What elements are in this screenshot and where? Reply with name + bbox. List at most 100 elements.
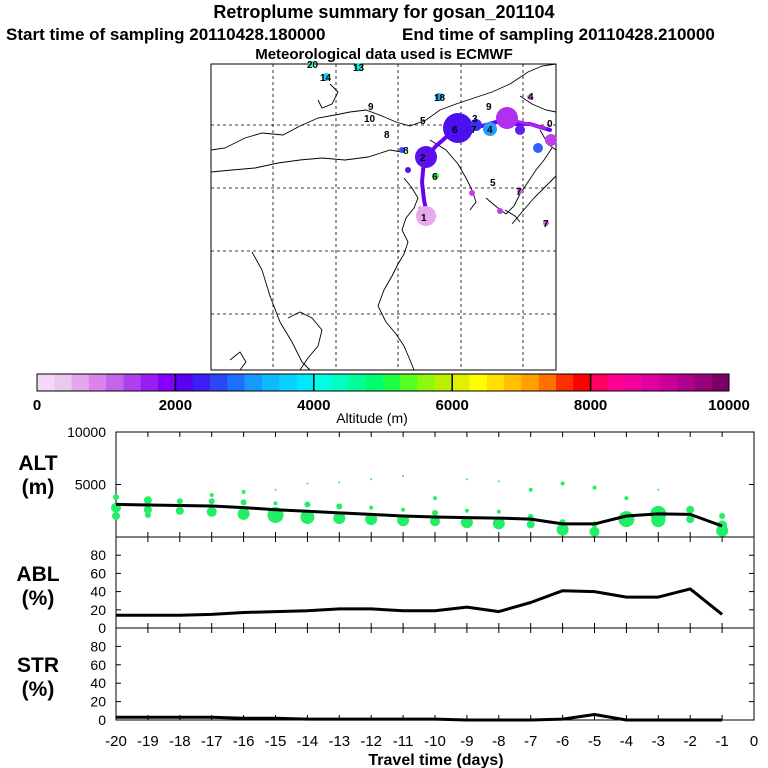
panel-ylabel-unit: (m) <box>22 476 55 499</box>
map-label: 8 <box>403 146 409 157</box>
altitude-point <box>496 509 501 514</box>
map-label: 14 <box>320 73 332 84</box>
colorbar-tick-label: 2000 <box>159 397 192 414</box>
map-label: 5 <box>420 116 426 127</box>
colorbar-tick-label: 10000 <box>708 397 750 414</box>
x-tick-label: -16 <box>233 733 255 750</box>
colorbar-swatch <box>365 374 384 391</box>
altitude-point <box>175 506 184 515</box>
map-label: 0 <box>547 119 553 130</box>
altitude-point <box>240 499 247 506</box>
map-label: 7 <box>543 219 549 230</box>
x-tick-label: -1 <box>715 733 728 750</box>
altitude-point <box>526 520 535 529</box>
trajectory-map: 20 14 13 18 9 10 8 5 2 6 3 7 4 9 4 0 1 5… <box>210 60 557 371</box>
colorbar-tick-label: 0 <box>33 397 41 414</box>
x-tick-label: -17 <box>201 733 223 750</box>
panel-ylabel: ABL <box>16 563 59 586</box>
colorbar-swatch <box>88 374 107 391</box>
altitude-point <box>333 512 346 525</box>
altitude-point <box>686 515 695 524</box>
altitude-point <box>464 508 469 513</box>
cluster-marker <box>435 93 443 101</box>
cluster-marker <box>433 173 439 179</box>
colorbar-ticks: 0 2000 4000 6000 8000 10000 <box>33 374 750 414</box>
x-tick-label: -18 <box>169 733 191 750</box>
x-tick-label: -14 <box>297 733 319 750</box>
map-graticule <box>211 64 556 370</box>
colorbar-swatch <box>538 374 557 391</box>
altitude-point <box>719 513 726 519</box>
altitude-point <box>465 478 468 481</box>
y-tick-label: 80 <box>90 638 106 654</box>
series-line-str <box>116 713 723 722</box>
cluster-marker <box>545 134 557 146</box>
cluster-marker <box>322 73 330 81</box>
altitude-point <box>432 509 438 516</box>
altitude-colorbar: 0 2000 4000 6000 8000 10000 Altitude (m) <box>33 373 750 426</box>
x-tick-label: -8 <box>492 733 505 750</box>
x-tick-label: -2 <box>684 733 697 750</box>
colorbar-swatch <box>244 374 263 391</box>
map-label: 3 <box>472 114 478 125</box>
map-label: 4 <box>487 125 493 136</box>
altitude-point <box>370 478 373 481</box>
panel-frame <box>115 627 755 721</box>
x-tick-label: -10 <box>424 733 446 750</box>
map-label: 9 <box>368 102 374 113</box>
colorbar-swatch <box>521 374 540 391</box>
panel-alt: ALT(m) 5000 10000 <box>18 424 755 538</box>
y-tick-label: 0 <box>98 620 106 636</box>
colorbar-swatch <box>313 374 332 391</box>
cluster-marker <box>469 190 475 196</box>
altitude-point <box>556 523 569 536</box>
altitude-point <box>338 481 341 484</box>
panel-str: STR(%) 0 20 40 60 80 <box>17 627 755 728</box>
altitude-point <box>433 496 437 501</box>
map-label: 7 <box>516 187 522 198</box>
cluster-marker <box>470 119 482 131</box>
map-label: 4 <box>528 92 534 103</box>
altitude-point <box>113 494 119 501</box>
colorbar-swatch <box>607 374 626 391</box>
altitude-point <box>651 513 666 528</box>
map-label: 10 <box>364 114 376 125</box>
altitude-point <box>657 488 660 491</box>
colorbar-swatch <box>677 374 695 391</box>
map-coastlines <box>210 63 557 371</box>
colorbar-swatch <box>54 374 73 391</box>
series-line-alt <box>115 502 723 528</box>
altitude-point <box>241 489 246 494</box>
colorbar-frame <box>36 373 730 392</box>
x-axis-label: Travel time (days) <box>368 752 503 768</box>
altitude-point <box>402 475 405 478</box>
x-tick-label: -15 <box>265 733 287 750</box>
y-tick-label: 0 <box>98 712 106 728</box>
altitude-point <box>430 516 440 527</box>
y-tick-label: 80 <box>90 547 106 563</box>
altitude-point <box>300 510 315 525</box>
y-tick-label: 40 <box>90 675 106 691</box>
colorbar-swatch <box>469 374 488 391</box>
x-tick-label: 0 <box>750 733 758 750</box>
y-tick-label: 20 <box>90 602 106 618</box>
cluster-marker <box>415 146 437 168</box>
colorbar-swatch <box>434 374 453 391</box>
altitude-point <box>460 516 473 529</box>
altitude-point <box>716 524 729 537</box>
colorbar-swatch <box>383 374 401 391</box>
colorbar-swatch <box>590 374 609 391</box>
colorbar-swatch <box>659 374 678 391</box>
cluster-marker <box>527 94 533 100</box>
colorbar-swatch <box>140 374 159 391</box>
map-label: 5 <box>490 178 496 189</box>
colorbar-swatch <box>71 374 90 391</box>
colorbar-swatch <box>210 374 228 391</box>
colorbar-swatch <box>348 374 367 391</box>
altitude-point <box>365 513 378 526</box>
map-label: 20 <box>307 60 319 71</box>
x-tick-label: -9 <box>460 733 473 750</box>
panel-ylabel-unit: (%) <box>22 678 55 701</box>
y-tick-label: 5000 <box>75 477 106 493</box>
